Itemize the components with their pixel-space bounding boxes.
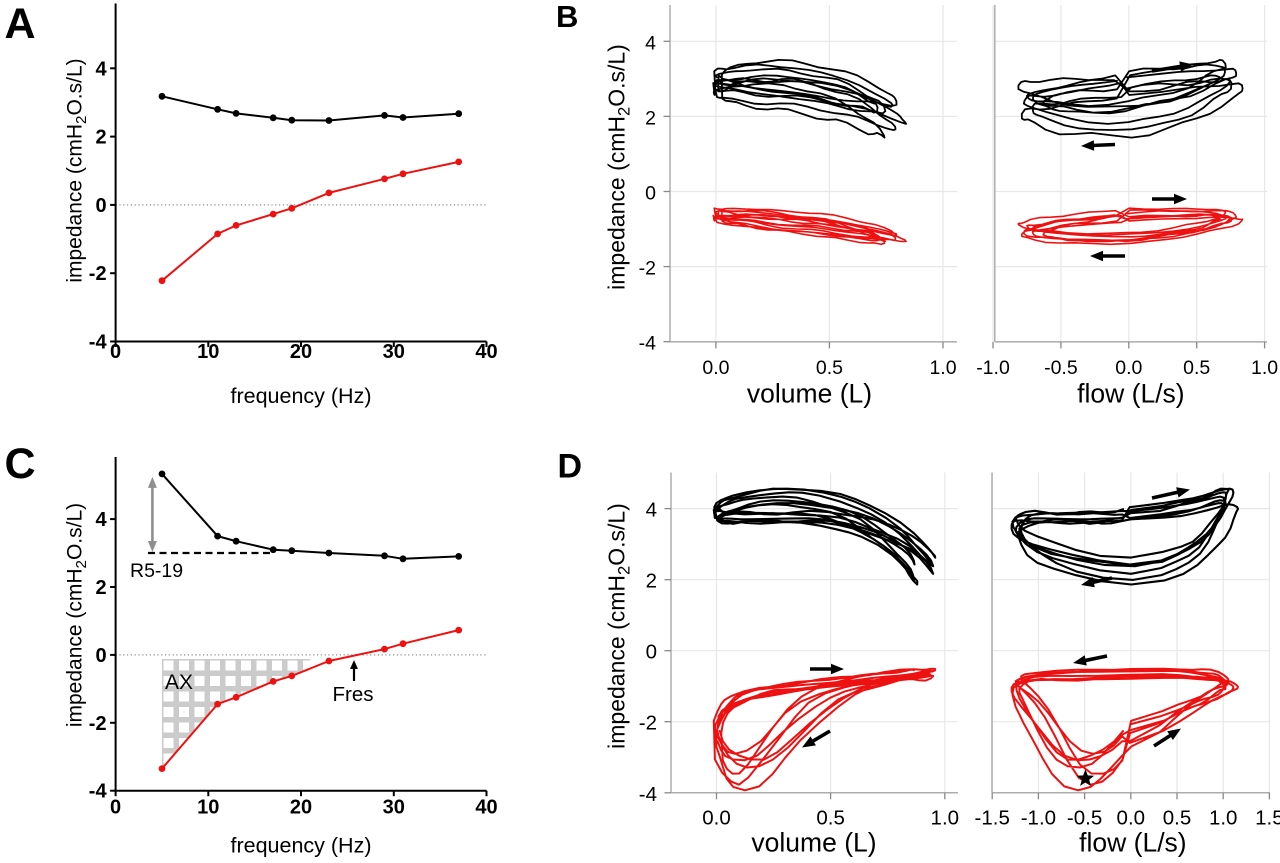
- svg-text:1.0: 1.0: [1251, 357, 1278, 379]
- svg-text:2: 2: [646, 570, 657, 593]
- svg-text:impedance (cmH2O.s/L): impedance (cmH2O.s/L): [604, 44, 634, 290]
- svg-text:-4: -4: [89, 332, 108, 354]
- svg-text:-1.0: -1.0: [1021, 807, 1056, 830]
- svg-text:1.5: 1.5: [1255, 807, 1280, 830]
- svg-text:0.0: 0.0: [702, 807, 731, 830]
- svg-text:4: 4: [645, 32, 656, 54]
- svg-text:0: 0: [645, 183, 656, 205]
- svg-text:-2: -2: [639, 712, 657, 735]
- svg-text:40: 40: [475, 341, 497, 363]
- svg-text:impedance (cmH2O.s/L): impedance (cmH2O.s/L): [604, 503, 634, 749]
- svg-text:0.0: 0.0: [1117, 807, 1146, 830]
- svg-text:10: 10: [197, 341, 219, 363]
- svg-text:A: A: [5, 0, 36, 48]
- svg-text:10: 10: [197, 797, 219, 819]
- svg-text:1.0: 1.0: [931, 807, 960, 830]
- svg-text:volume (L): volume (L): [747, 379, 872, 409]
- svg-text:B: B: [556, 0, 578, 34]
- svg-text:2: 2: [645, 107, 656, 129]
- svg-text:impedance (cmH2O.s/L): impedance (cmH2O.s/L): [64, 503, 91, 727]
- svg-text:0.5: 0.5: [816, 357, 843, 379]
- svg-text:0: 0: [95, 645, 106, 667]
- svg-text:D: D: [558, 447, 583, 485]
- svg-text:1.0: 1.0: [929, 357, 956, 379]
- svg-text:-2: -2: [639, 258, 656, 280]
- svg-text:-4: -4: [639, 333, 656, 355]
- svg-text:0: 0: [646, 641, 657, 664]
- svg-text:AX: AX: [165, 671, 193, 694]
- svg-text:0.5: 0.5: [1183, 357, 1210, 379]
- svg-text:-1.5: -1.5: [975, 807, 1010, 830]
- svg-text:impedance (cmH2O.s/L): impedance (cmH2O.s/L): [64, 58, 91, 282]
- svg-text:0.5: 0.5: [816, 807, 845, 830]
- svg-text:-4: -4: [639, 783, 657, 806]
- svg-text:0: 0: [95, 195, 106, 217]
- svg-text:0.0: 0.0: [702, 357, 729, 379]
- svg-text:40: 40: [475, 797, 497, 819]
- svg-text:C: C: [5, 440, 36, 488]
- svg-text:0: 0: [110, 797, 121, 819]
- svg-text:4: 4: [95, 58, 107, 80]
- svg-text:-2: -2: [89, 263, 107, 285]
- svg-text:1.0: 1.0: [1209, 807, 1238, 830]
- svg-text:4: 4: [646, 499, 657, 522]
- svg-text:0.5: 0.5: [1163, 807, 1192, 830]
- svg-text:0: 0: [110, 341, 121, 363]
- svg-text:-4: -4: [89, 781, 108, 803]
- svg-text:frequency (Hz): frequency (Hz): [231, 384, 372, 408]
- svg-text:2: 2: [95, 577, 106, 599]
- svg-text:20: 20: [290, 797, 312, 819]
- svg-text:-0.5: -0.5: [1044, 357, 1078, 379]
- svg-text:volume (L): volume (L): [751, 828, 876, 858]
- svg-text:2: 2: [95, 127, 106, 149]
- svg-text:flow (L/s): flow (L/s): [1077, 379, 1185, 409]
- svg-text:R5-19: R5-19: [130, 560, 183, 582]
- svg-text:flow (L/s): flow (L/s): [1079, 828, 1187, 858]
- svg-text:0.0: 0.0: [1115, 357, 1142, 379]
- svg-text:20: 20: [290, 341, 312, 363]
- svg-text:-1.0: -1.0: [976, 357, 1010, 379]
- svg-text:-2: -2: [89, 713, 107, 735]
- svg-text:frequency (Hz): frequency (Hz): [231, 834, 372, 858]
- svg-text:-0.5: -0.5: [1067, 807, 1102, 830]
- svg-text:30: 30: [383, 797, 405, 819]
- svg-text:30: 30: [383, 341, 405, 363]
- svg-text:4: 4: [95, 509, 107, 531]
- svg-text:Fres: Fres: [333, 683, 374, 706]
